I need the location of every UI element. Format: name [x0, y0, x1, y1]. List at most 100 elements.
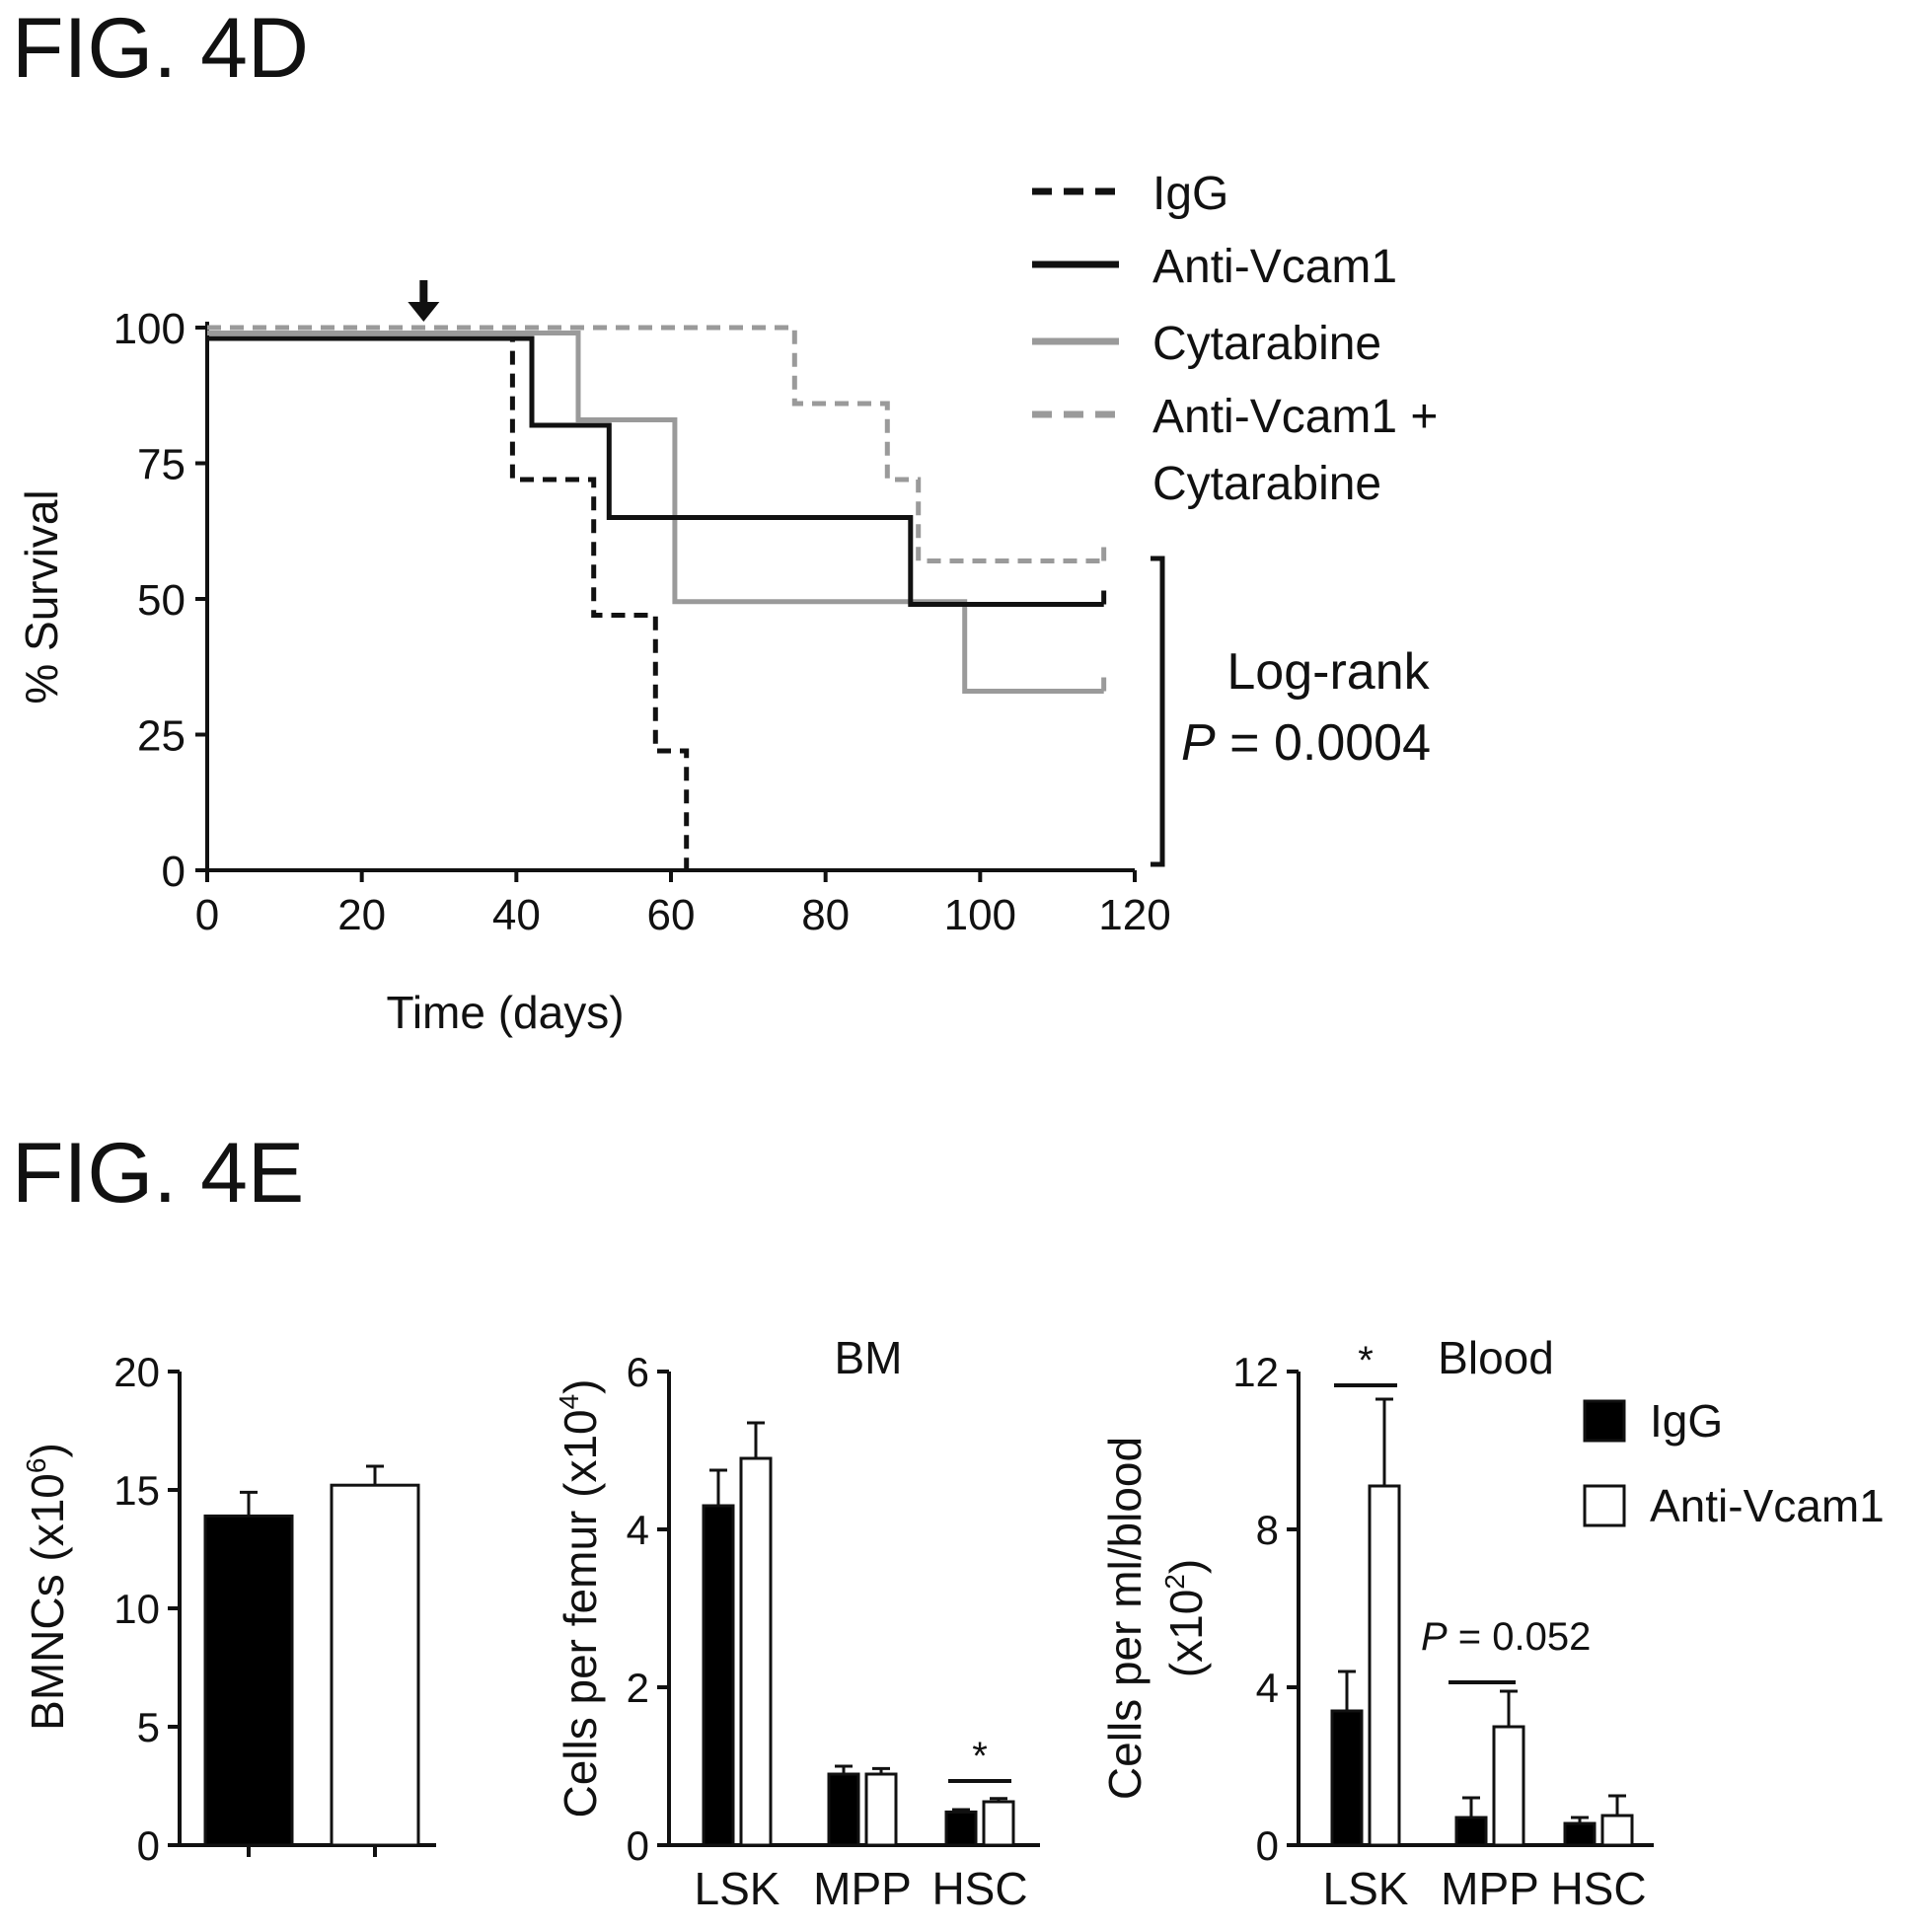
bar-y-tick-label: 20: [113, 1349, 160, 1395]
survival-series-line: [207, 335, 690, 870]
survival-series-line: [207, 335, 1104, 607]
bar-y-tick-label: 4: [627, 1507, 649, 1553]
blood-y-label-sup: 2: [1159, 1574, 1190, 1590]
bar-y-tick-label: 0: [627, 1822, 649, 1869]
survival-chart: 0 20 40 60 80 100 120 0 25 50 75 100 Time (days) % …: [16, 168, 1438, 1038]
bar-y-tick-label: 5: [137, 1704, 160, 1750]
bar-category-label: HSC: [1550, 1863, 1646, 1914]
survival-x-tick-label: 40: [492, 891, 541, 939]
legend-swatch: [1583, 1484, 1626, 1527]
survival-x-tick-label: 60: [647, 891, 696, 939]
bar: [702, 1504, 735, 1847]
fig-4e-label: FIG. 4E: [12, 1126, 304, 1221]
survival-x-tick-label: 80: [801, 891, 850, 939]
bmnc-y-label-end: ): [22, 1443, 73, 1457]
bar-category-label: LSK: [1323, 1863, 1409, 1914]
blood-y-label-main: (x10: [1160, 1590, 1212, 1677]
bmnc-y-label-sup: 6: [21, 1458, 51, 1474]
survival-y-tick-label: 25: [137, 712, 186, 761]
treatment-arrow-marker: [408, 280, 440, 322]
survival-y-tick-label: 100: [113, 305, 186, 353]
blood-y-axis-label-line1: Cells per ml/blood: [1099, 1437, 1151, 1800]
bm-y-label-sup: 4: [554, 1394, 584, 1410]
bar-y-tick-label: 12: [1232, 1349, 1279, 1395]
survival-x-tick-label: 20: [337, 891, 386, 939]
bar-y-tick-label: 0: [1256, 1822, 1279, 1869]
bar-y-tick-label: 8: [1256, 1507, 1279, 1553]
bar-y-tick-label: 0: [137, 1822, 160, 1869]
bar-y-tick-label: 2: [627, 1665, 649, 1711]
bar: [1563, 1821, 1597, 1847]
bar: [864, 1772, 898, 1847]
survival-y-tick-label: 0: [162, 848, 186, 896]
bar-category-label: MPP: [1441, 1863, 1539, 1914]
legend-swatch: [1583, 1399, 1626, 1443]
significance-star: *: [1358, 1339, 1374, 1382]
bar: [739, 1456, 773, 1847]
bm-y-axis-label: Cells per femur (x104): [554, 1378, 606, 1818]
blood-y-axis-label-line2: (x102): [1159, 1559, 1212, 1677]
blood-bar-chart: 0 4 8 12 LSK MPP HSC * Blood Cells per ml/bloo…: [1099, 1332, 1885, 1914]
survival-axes: 0 20 40 60 80 100 120 0 25 50 75 100: [113, 305, 1171, 939]
blood-y-label-end: ): [1160, 1559, 1212, 1574]
bar: [1600, 1814, 1634, 1847]
survival-x-tick-label: 100: [944, 891, 1016, 939]
survival-legend: IgG Anti-Vcam1 Cytarabine Anti-Vcam1 + Cytar…: [1032, 168, 1438, 510]
survival-x-axis-label: Time (days): [386, 987, 624, 1038]
blood-chart-title: Blood: [1438, 1332, 1554, 1383]
bar: [1368, 1484, 1401, 1847]
survival-x-tick-label: 120: [1098, 891, 1170, 939]
blood-p-rest: = 0.052: [1448, 1615, 1592, 1659]
bar: [827, 1772, 860, 1847]
survival-y-axis-label: % Survival: [16, 489, 67, 704]
bar: [330, 1483, 420, 1847]
bmnc-bars: [203, 1464, 420, 1847]
legend-label: IgG: [1650, 1395, 1723, 1447]
bmnc-y-axis-label: BMNCs (x106): [21, 1443, 73, 1731]
arrow-head: [408, 302, 440, 322]
bm-y-label-end: ): [555, 1378, 606, 1393]
bmnc-bar-chart: 0 5 10 15 20 BMNCs (x106): [21, 1349, 436, 1869]
bar-y-tick-label: 4: [1256, 1665, 1279, 1711]
bar: [1492, 1725, 1525, 1847]
bmnc-y-label-main: BMNCs (x10: [22, 1473, 73, 1731]
log-rank-p-value: P = 0.0004: [1181, 714, 1431, 772]
log-rank-bracket: [1151, 556, 1165, 867]
bm-y-label-main: Cells per femur (x10: [555, 1409, 606, 1818]
blood-bars: *: [1330, 1339, 1634, 1847]
bar-category-label: MPP: [813, 1863, 912, 1914]
log-rank-p-rest: = 0.0004: [1216, 714, 1431, 772]
survival-series: [207, 325, 1107, 870]
bm-bars: *: [702, 1421, 1015, 1847]
bar: [1454, 1816, 1488, 1847]
bar-legend: IgG Anti-Vcam1: [1583, 1395, 1885, 1531]
bar-category-label: HSC: [931, 1863, 1027, 1914]
legend-label: IgG: [1152, 168, 1228, 220]
significance-star: *: [972, 1735, 988, 1778]
legend-label: Cytarabine: [1152, 458, 1381, 510]
survival-y-tick-label: 75: [137, 441, 186, 489]
fig-4d-label: FIG. 4D: [12, 1, 309, 96]
bar-y-tick-label: 15: [113, 1467, 160, 1514]
legend-label: Cytarabine: [1152, 318, 1381, 370]
survival-y-tick-label: 50: [137, 576, 186, 625]
bar-category-label: LSK: [695, 1863, 780, 1914]
bar: [203, 1514, 294, 1847]
bar: [982, 1800, 1015, 1847]
legend-label: Anti-Vcam1: [1650, 1480, 1885, 1531]
log-rank-annotation: Log-rank P = 0.0004: [1151, 556, 1431, 867]
log-rank-label: Log-rank: [1226, 643, 1430, 701]
bar: [944, 1810, 978, 1847]
bar-y-tick-label: 6: [627, 1349, 649, 1395]
legend-label: Anti-Vcam1 +: [1152, 391, 1438, 443]
log-rank-p-letter: P: [1181, 714, 1216, 772]
legend-label: Anti-Vcam1: [1152, 241, 1397, 293]
blood-p-letter: P: [1421, 1615, 1448, 1659]
bar: [1330, 1709, 1364, 1847]
survival-x-tick-label: 0: [195, 891, 219, 939]
bm-chart-title: BM: [835, 1332, 903, 1383]
survival-series-line: [207, 325, 1104, 563]
bar-y-tick-label: 10: [113, 1586, 160, 1632]
